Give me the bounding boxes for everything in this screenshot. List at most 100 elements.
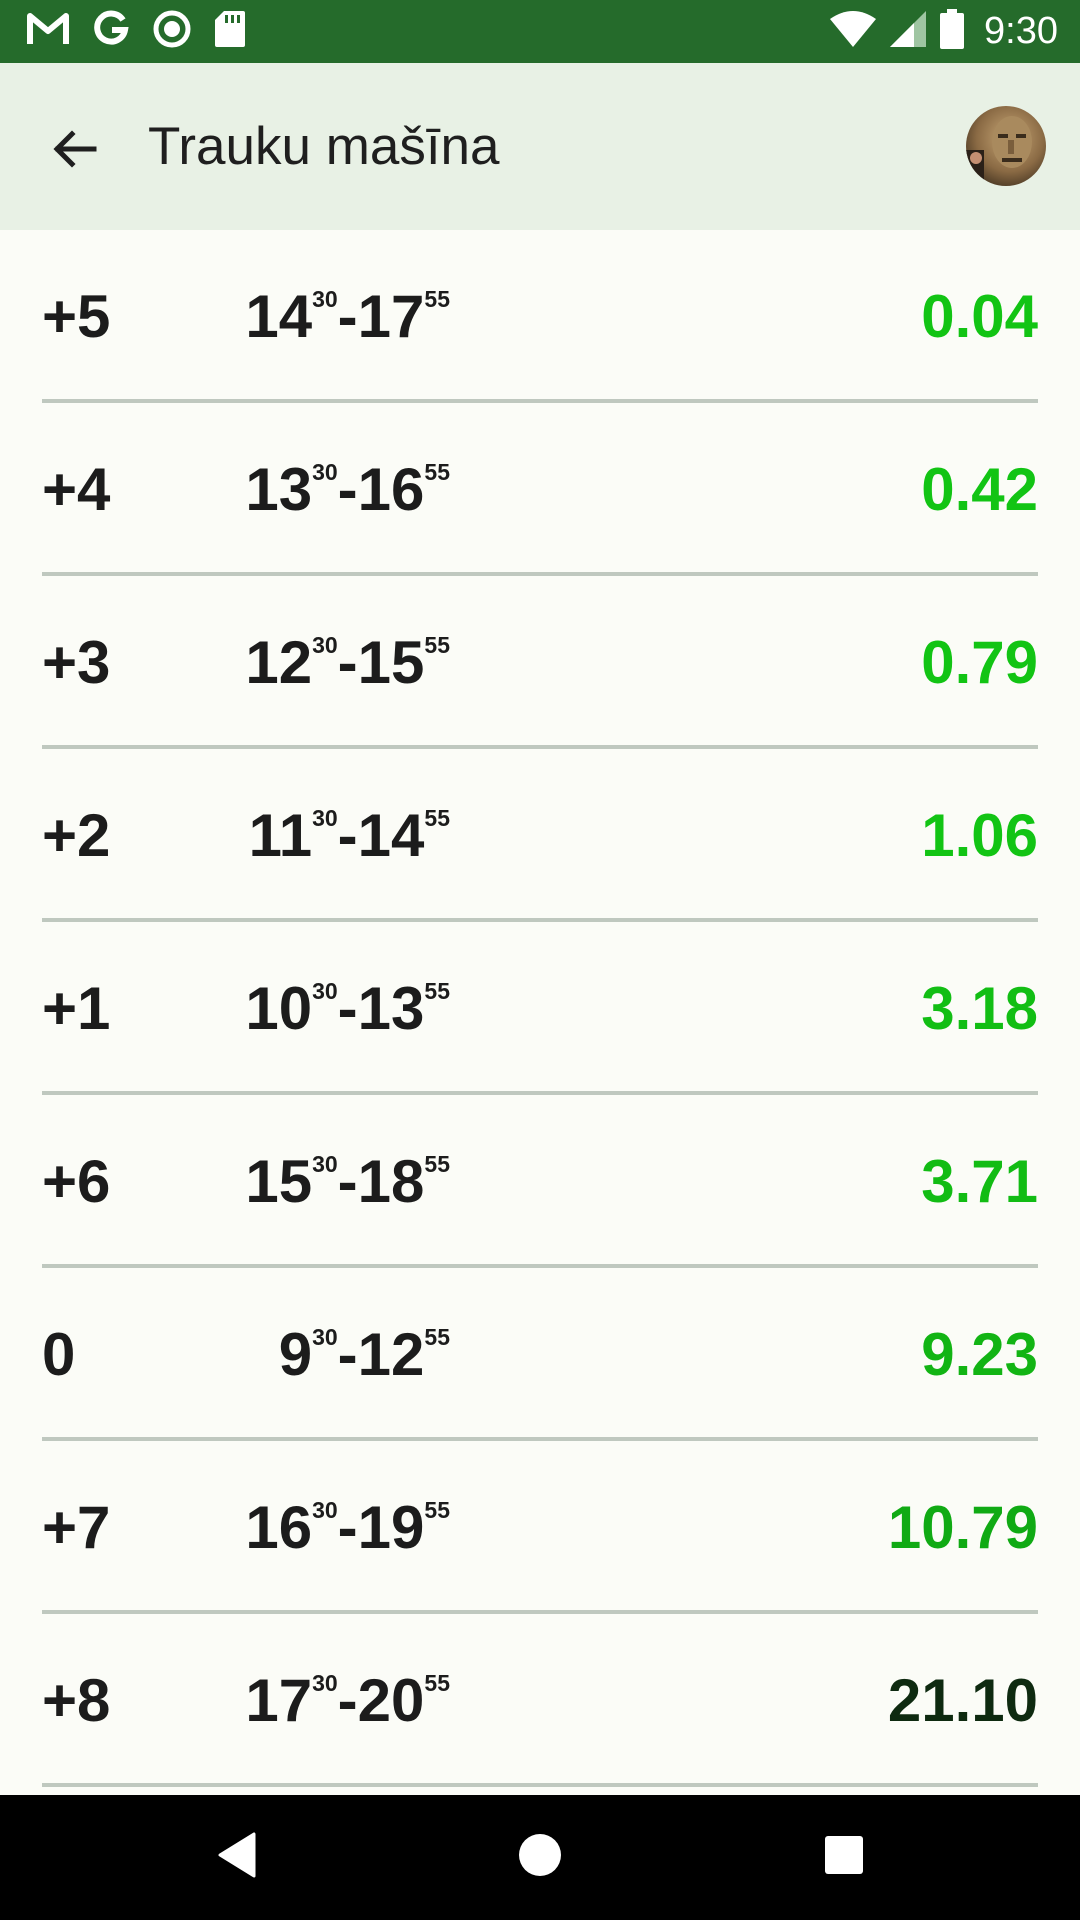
range-dash: - [337, 975, 358, 1042]
list-item[interactable]: +3 1230-1555 0.79 [0, 576, 1080, 749]
start-hour: 10 [245, 975, 313, 1042]
start-minute: 30 [312, 805, 338, 831]
start-minute: 30 [312, 632, 338, 658]
gmail-icon [26, 12, 70, 51]
row-divider [42, 918, 1038, 922]
row-divider [42, 1264, 1038, 1268]
end-minute: 55 [424, 1670, 450, 1696]
time-range: 1330-1655 [150, 403, 450, 576]
end-hour: 16 [357, 456, 425, 523]
hour-offset: +5 [42, 283, 111, 350]
list-item[interactable]: +4 1330-1655 0.42 [0, 403, 1080, 576]
hour-offset: +7 [42, 1494, 111, 1561]
price-value: 3.18 [921, 975, 1038, 1042]
range-dash: - [337, 1148, 358, 1215]
end-minute: 55 [424, 286, 450, 312]
list-item[interactable]: +8 1730-2055 21.10 [0, 1614, 1080, 1787]
status-time: 9:30 [984, 10, 1058, 52]
start-hour: 12 [245, 629, 313, 696]
hour-offset: +4 [42, 456, 111, 523]
back-button[interactable] [34, 111, 114, 191]
price-value: 1.06 [921, 802, 1038, 869]
nav-home-button[interactable] [500, 1817, 580, 1897]
navigation-bar [0, 1795, 1080, 1920]
price-list: +5 1430-1755 0.04 +4 1330-1655 0.42 +3 1230-155… [0, 230, 1080, 1795]
row-divider [42, 745, 1038, 749]
price-value: 9.23 [921, 1321, 1038, 1388]
notification-icons [26, 8, 246, 55]
hour-offset: +3 [42, 629, 111, 696]
price-value: 3.71 [921, 1148, 1038, 1215]
list-item[interactable]: +7 1630-1955 10.79 [0, 1441, 1080, 1614]
list-item[interactable]: +2 1130-1455 1.06 [0, 749, 1080, 922]
range-dash: - [337, 1667, 358, 1734]
price-value: 0.04 [921, 283, 1038, 350]
hour-offset: +1 [42, 975, 111, 1042]
row-divider [42, 1783, 1038, 1787]
end-minute: 55 [424, 805, 450, 831]
avatar[interactable] [966, 106, 1046, 186]
arrow-back-icon [50, 125, 98, 178]
row-divider [42, 1437, 1038, 1441]
range-dash: - [337, 283, 358, 350]
app-bar: Trauku mašīna [0, 63, 1080, 230]
price-value: 0.42 [921, 456, 1038, 523]
nav-back-button[interactable] [196, 1817, 276, 1897]
price-value: 21.10 [887, 1667, 1038, 1734]
start-hour: 11 [248, 802, 313, 869]
signal-icon [890, 11, 927, 52]
range-dash: - [337, 1494, 358, 1561]
row-divider [42, 1610, 1038, 1614]
start-minute: 30 [312, 1324, 338, 1350]
list-item[interactable]: +5 1430-1755 0.04 [0, 230, 1080, 403]
time-range: 1430-1755 [150, 230, 450, 403]
google-icon [92, 10, 130, 53]
start-minute: 30 [312, 459, 338, 485]
time-range: 1230-1555 [150, 576, 450, 749]
range-dash: - [337, 456, 358, 523]
range-dash: - [337, 1321, 358, 1388]
nav-recents-button[interactable] [804, 1817, 884, 1897]
list-item[interactable]: +6 1530-1855 3.71 [0, 1095, 1080, 1268]
end-hour: 19 [357, 1494, 425, 1561]
time-range: 1730-2055 [150, 1614, 450, 1787]
time-range: 930-1255 [150, 1268, 450, 1441]
range-dash: - [337, 629, 358, 696]
list-item[interactable]: +1 1030-1355 3.18 [0, 922, 1080, 1095]
start-hour: 9 [278, 1321, 313, 1388]
start-hour: 15 [245, 1148, 313, 1215]
system-icons: 9:30 [830, 8, 1058, 55]
range-dash: - [337, 802, 358, 869]
end-hour: 12 [357, 1321, 425, 1388]
start-hour: 13 [245, 456, 313, 523]
hour-offset: +6 [42, 1148, 111, 1215]
battery-icon [940, 9, 965, 54]
start-hour: 17 [245, 1667, 313, 1734]
row-divider [42, 399, 1038, 403]
start-minute: 30 [312, 1151, 338, 1177]
start-hour: 14 [245, 283, 313, 350]
list-item[interactable]: 0 930-1255 9.23 [0, 1268, 1080, 1441]
end-minute: 55 [424, 978, 450, 1004]
time-range: 1130-1455 [150, 749, 450, 922]
status-bar: 9:30 [0, 0, 1080, 63]
end-minute: 55 [424, 459, 450, 485]
home-circle-icon [518, 1833, 562, 1882]
hour-offset: 0 [42, 1321, 76, 1388]
end-hour: 15 [357, 629, 425, 696]
record-icon [152, 9, 192, 54]
back-triangle-icon [216, 1832, 256, 1883]
end-hour: 17 [357, 283, 425, 350]
start-minute: 30 [312, 978, 338, 1004]
time-range: 1030-1355 [150, 922, 450, 1095]
start-hour: 16 [245, 1494, 313, 1561]
end-minute: 55 [424, 1497, 450, 1523]
end-minute: 55 [424, 1151, 450, 1177]
time-range: 1630-1955 [150, 1441, 450, 1614]
recents-square-icon [824, 1835, 864, 1880]
end-hour: 20 [357, 1667, 425, 1734]
row-divider [42, 572, 1038, 576]
end-hour: 18 [357, 1148, 425, 1215]
end-minute: 55 [424, 1324, 450, 1350]
price-value: 10.79 [887, 1494, 1038, 1561]
